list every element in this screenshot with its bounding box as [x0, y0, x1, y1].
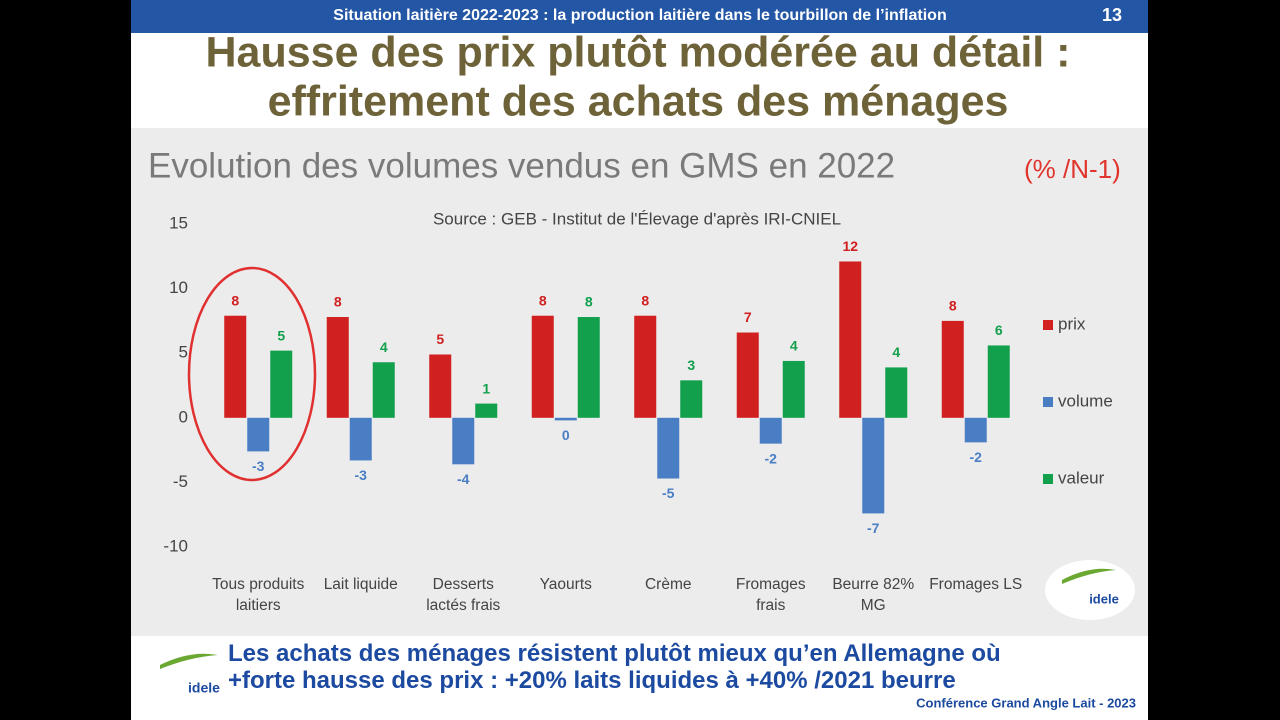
- bar: [839, 261, 862, 418]
- legend-label: volume: [1058, 391, 1113, 410]
- bar: [247, 417, 270, 452]
- data-label: 8: [231, 292, 239, 308]
- bar: [452, 417, 475, 465]
- bar: [224, 315, 247, 418]
- data-label: 5: [277, 327, 285, 343]
- logo: idele: [1045, 560, 1135, 620]
- x-tick-label: Lait liquide: [323, 576, 398, 593]
- legend-swatch: [1043, 397, 1053, 407]
- data-label: -7: [867, 520, 880, 536]
- bar: [987, 345, 1010, 418]
- data-label: -2: [970, 449, 983, 465]
- data-label: -4: [457, 471, 470, 487]
- data-label: 8: [539, 292, 547, 308]
- bar: [429, 354, 452, 418]
- data-label: -2: [765, 450, 778, 466]
- legend-label: prix: [1058, 314, 1086, 333]
- legend-label: valeur: [1058, 468, 1105, 487]
- x-tick-label: Fromages frais: [735, 576, 806, 614]
- bar: [475, 403, 498, 418]
- data-label: 8: [949, 298, 957, 314]
- data-label: 8: [585, 294, 593, 310]
- y-tick-label: 10: [169, 278, 188, 297]
- bar: [349, 417, 372, 461]
- data-label: -5: [662, 485, 675, 501]
- header: Situation laitière 2022-2023 : la produc…: [333, 7, 946, 24]
- page-number: 13: [1102, 5, 1122, 25]
- x-tick-label: Yaourts: [539, 576, 592, 593]
- y-tick-label: -5: [173, 472, 188, 491]
- x-tick-label: Crème: [644, 576, 692, 593]
- bar: [326, 317, 349, 418]
- x-tick-label: Beurre 82% MG: [832, 576, 915, 614]
- data-label: 8: [334, 294, 342, 310]
- header-bar: [131, 0, 1148, 33]
- bar: [680, 380, 703, 418]
- data-label: 4: [892, 344, 900, 360]
- title: effritement des achats des ménages: [268, 77, 1009, 125]
- x-tick-label: Desserts lactés frais: [426, 576, 501, 614]
- legend-swatch: [1043, 320, 1053, 330]
- data-label: 4: [790, 338, 798, 354]
- data-label: 6: [995, 322, 1003, 338]
- bar: [782, 360, 805, 418]
- y-tick-label: 5: [179, 343, 188, 362]
- chart-title: Evolution des volumes vendus en GMS en 2…: [148, 146, 895, 185]
- data-label: -3: [252, 458, 265, 474]
- data-label: 7: [744, 309, 752, 325]
- highlight-ellipse: [187, 266, 317, 482]
- x-tick-label: Tous produits laitiers: [212, 576, 305, 614]
- data-label: 1: [482, 380, 490, 396]
- data-label: 12: [842, 238, 858, 254]
- bar: [862, 417, 885, 514]
- chart-subtitle: (% /N-1): [1024, 154, 1121, 184]
- logo: idele: [160, 653, 220, 696]
- bar: [554, 417, 577, 421]
- logo-text: idele: [1089, 591, 1119, 606]
- title: Hausse des prix plutôt modérée au détail…: [206, 28, 1071, 76]
- legend-swatch: [1043, 474, 1053, 484]
- y-tick-label: 15: [169, 213, 188, 232]
- data-label: 4: [380, 339, 388, 355]
- bar: [941, 320, 964, 418]
- bar: [759, 417, 782, 444]
- logo-text: idele: [188, 680, 220, 696]
- y-tick-label: -10: [163, 536, 188, 555]
- source: Source : GEB - Institut de l'Élevage d'a…: [433, 209, 841, 228]
- bar: [634, 315, 657, 418]
- bar: [885, 367, 908, 418]
- data-label: 8: [641, 292, 649, 308]
- x-tick-label: Fromages LS: [929, 576, 1023, 593]
- bar: [531, 315, 554, 418]
- bar: [736, 332, 759, 418]
- y-tick-label: 0: [179, 407, 188, 426]
- data-label: -3: [355, 467, 368, 483]
- bar: [657, 417, 680, 479]
- footer-text: +forte hausse des prix : +20% laits liqu…: [228, 667, 956, 694]
- data-label: 5: [436, 331, 444, 347]
- bar: [577, 317, 600, 418]
- bar: [270, 350, 293, 418]
- bar: [964, 417, 987, 443]
- data-label: 3: [687, 357, 695, 373]
- credit: Conférence Grand Angle Lait - 2023: [916, 695, 1136, 710]
- data-label: 0: [562, 427, 570, 443]
- footer-text: Les achats des ménages résistent plutôt …: [228, 640, 1001, 667]
- bar: [372, 362, 395, 418]
